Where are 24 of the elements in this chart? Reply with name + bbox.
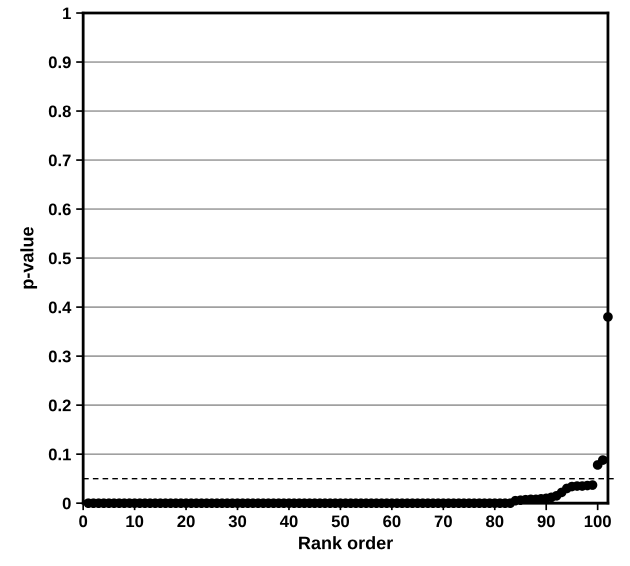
y-tick-label: 0.3 xyxy=(48,350,71,362)
y-tick-label: 0.2 xyxy=(48,400,71,412)
y-tick-label: 0.4 xyxy=(48,302,72,314)
x-tick-label: 100 xyxy=(584,515,611,528)
y-tick-label: 0.9 xyxy=(48,56,71,68)
y-axis-title: p-value xyxy=(20,227,38,289)
x-tick-label: 0 xyxy=(79,515,88,528)
x-tick-label: 70 xyxy=(434,515,452,528)
x-tick-label: 90 xyxy=(538,515,555,528)
x-tick-label: 50 xyxy=(332,515,349,528)
x-tick-label: 10 xyxy=(126,515,144,528)
y-tick-label: 0.5 xyxy=(48,252,71,264)
x-axis-title: Rank order xyxy=(299,536,393,550)
x-tick-label: 30 xyxy=(228,515,246,528)
y-tick-label: 1 xyxy=(63,8,71,20)
x-tick-label: 80 xyxy=(486,515,504,528)
y-tick-label: 0.7 xyxy=(48,154,71,166)
x-tick-label: 60 xyxy=(383,515,400,528)
y-tick-label: 0.1 xyxy=(48,448,71,460)
y-tick-label: 0.8 xyxy=(48,105,71,118)
y-tick-label: 0.6 xyxy=(48,203,71,216)
y-tick-label: 0 xyxy=(62,498,71,510)
x-tick-label: 40 xyxy=(280,515,298,528)
x-tick-label: 20 xyxy=(177,515,195,528)
